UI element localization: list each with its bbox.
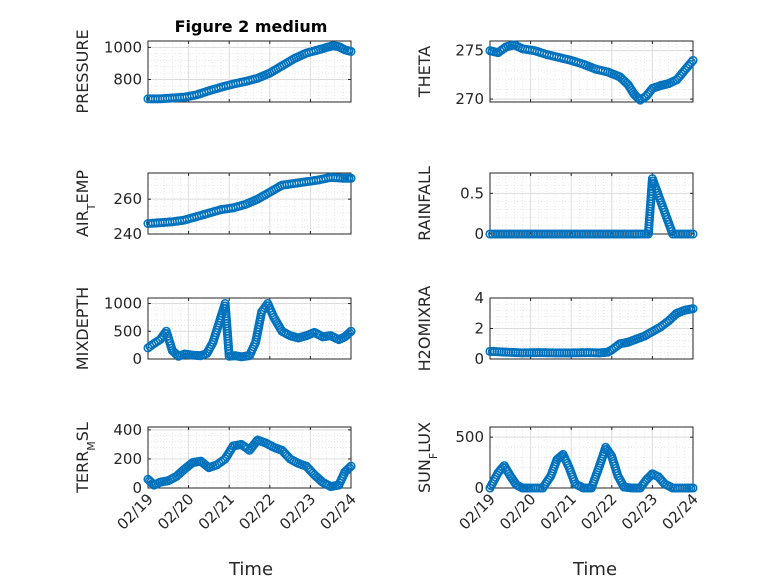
data-point [346,173,356,183]
panel-rainfall: 0 0.5 RAINFALL [415,166,698,243]
y-tick-label: 260 [113,190,142,208]
axes-box [147,40,352,103]
x-tick-label: 02/20 [154,490,197,533]
y-axis-label: TERRMSL [73,422,98,494]
y-tick-label: 0 [132,479,142,497]
data-point [688,229,698,239]
y-axis-label: PRESSURE [73,29,92,113]
figure-title: Figure 2 medium [175,17,328,36]
y-tick-label: 4 [474,289,484,307]
y-axis-label: AIRTEMP [73,170,98,237]
data-point [346,461,356,471]
axes-box [489,172,694,235]
y-axis-label: MIXDEPTH [73,287,92,370]
y-tick-label: 2 [474,320,484,338]
x-tick-label: 02/23 [276,490,319,533]
y-axis-label: H2OMIXRA [415,286,434,372]
axes-box [147,426,352,489]
data-point [688,55,698,65]
x-axis-label-left: Time [228,559,273,580]
y-tick-label: 0 [474,225,484,243]
y-tick-label: 0 [132,350,142,368]
x-tick-label: 02/21 [537,490,580,533]
panel-terr-msl: 0200400TERRMSL02/1902/2002/2102/2202/230… [73,421,360,533]
panel-air-temp: 240 260 AIRTEMP [73,170,356,243]
x-axis-label-right: Time [572,559,617,580]
x-tick-label: 02/24 [659,490,702,533]
y-axis-label: THETA [415,46,434,98]
panel-h2omixra: 0 2 4 H2OMIXRA [415,286,698,372]
y-tick-label: 0 [474,479,484,497]
data-point [688,483,698,493]
data-point [344,463,355,473]
x-tick-label: 02/23 [618,490,661,533]
y-tick-label: 500 [113,322,142,340]
y-tick-label: 1000 [104,38,142,56]
x-tick-label: 02/21 [195,490,238,533]
y-tick-label: 240 [113,225,142,243]
data-point [683,229,693,239]
y-tick-label: 400 [113,421,142,439]
panel-mixdepth: 0 500 1000 MIXDEPTH [73,287,356,370]
x-tick-label: 02/20 [496,490,539,533]
data-point [344,328,355,338]
panel-sun-flux: 0500SUNFLUX02/1902/2002/2102/2202/2302/2… [415,422,702,533]
y-tick-label: 0 [474,350,484,368]
data-point [688,304,698,314]
y-axis-label: SUNFLUX [415,422,440,493]
y-axis-label: RAINFALL [415,166,434,241]
panel-theta: 270 275 THETA [415,40,698,108]
axes-box [489,40,694,103]
x-tick-label: 02/22 [577,490,620,533]
axes-box [147,172,352,235]
y-tick-label: 800 [113,71,142,89]
y-tick-label: 275 [455,42,484,60]
y-tick-label: 500 [455,428,484,446]
data-point [346,46,356,56]
data-point [346,326,356,336]
x-tick-label: 02/22 [235,490,278,533]
data-point [685,229,696,239]
panel-pressure: 800 1000 PRESSURE [73,29,356,114]
y-tick-label: 270 [455,90,484,108]
x-tick-label: 02/24 [317,490,360,533]
y-tick-label: 0.5 [460,184,484,202]
y-tick-label: 1000 [104,295,142,313]
y-tick-label: 200 [113,450,142,468]
data-point [686,57,696,67]
